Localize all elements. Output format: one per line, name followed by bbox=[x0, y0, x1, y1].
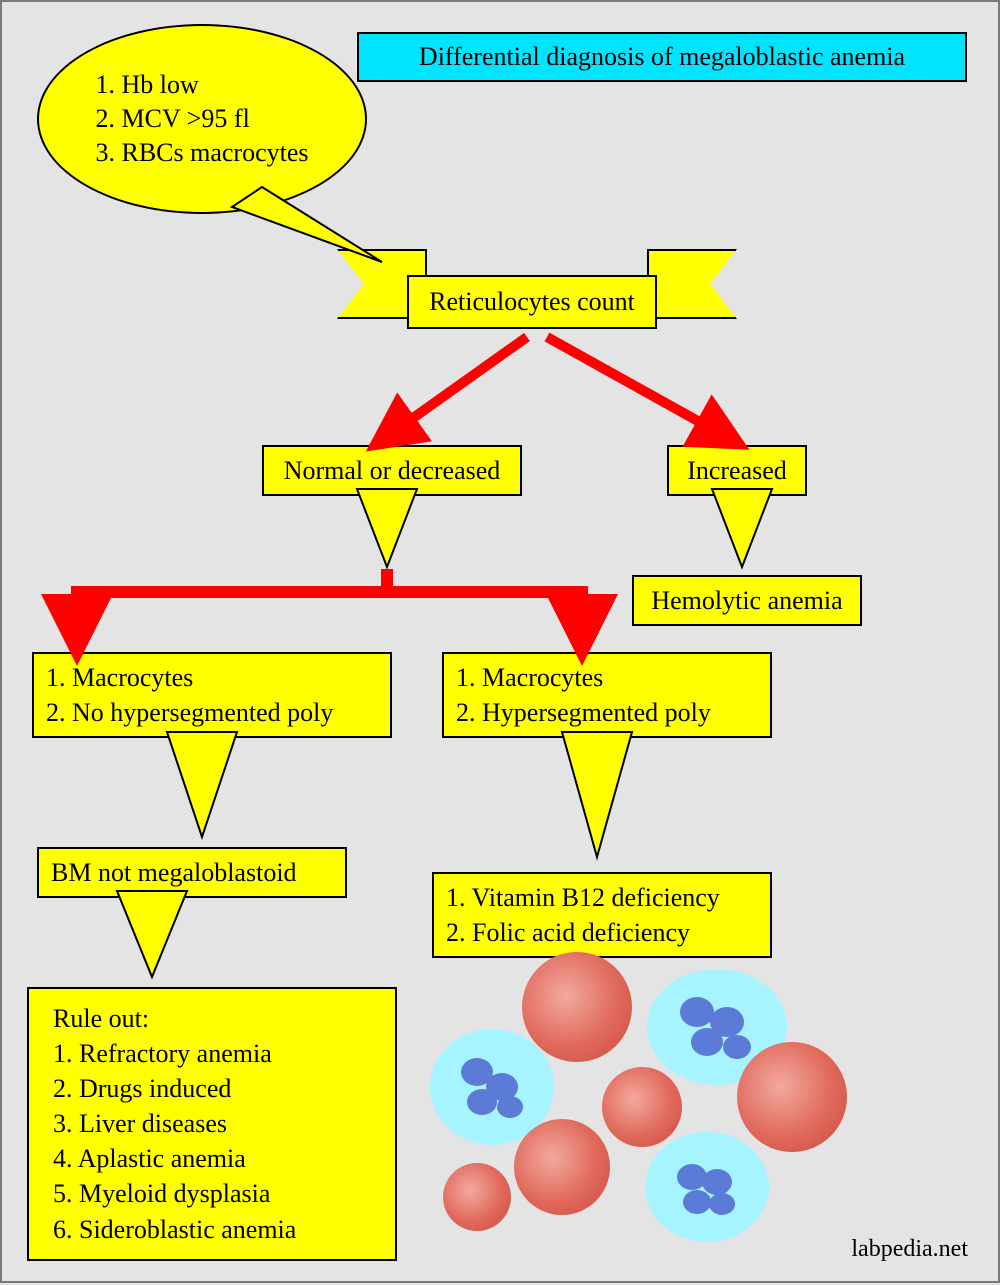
branch-right-text: Increased bbox=[687, 456, 787, 485]
branch-left-box: Normal or decreased bbox=[262, 445, 522, 496]
ruleout-box: Rule out: 1. Refractory anemia 2. Drugs … bbox=[27, 987, 397, 1261]
bm-box: BM not megaloblastoid bbox=[37, 847, 347, 898]
ruleout-l6: 6. Sideroblastic anemia bbox=[53, 1212, 377, 1247]
hemolytic-box: Hemolytic anemia bbox=[632, 575, 862, 626]
ruleout-l1: 1. Refractory anemia bbox=[53, 1036, 377, 1071]
criteria-l1: 1. Hb low bbox=[95, 68, 308, 102]
ruleout-l5: 5. Myeloid dysplasia bbox=[53, 1176, 377, 1211]
watermark: labpedia.net bbox=[851, 1236, 968, 1263]
ruleout-l3: 3. Liver diseases bbox=[53, 1106, 377, 1141]
root-text: Reticulocytes count bbox=[429, 287, 635, 316]
title-text: Differential diagnosis of megaloblastic … bbox=[419, 42, 905, 71]
path-a-box: 1. Macrocytes 2. No hypersegmented poly bbox=[32, 652, 392, 738]
ruleout-title: Rule out: bbox=[53, 1001, 377, 1036]
path-b-l2: 2. Hypersegmented poly bbox=[456, 695, 758, 730]
path-b-box: 1. Macrocytes 2. Hypersegmented poly bbox=[442, 652, 772, 738]
criteria-l2: 2. MCV >95 fl bbox=[95, 102, 308, 136]
ruleout-l4: 4. Aplastic anemia bbox=[53, 1141, 377, 1176]
criteria-ellipse: 1. Hb low 2. MCV >95 fl 3. RBCs macrocyt… bbox=[37, 24, 367, 214]
root-ribbon: Reticulocytes count bbox=[337, 247, 737, 337]
path-a-l2: 2. No hypersegmented poly bbox=[46, 695, 378, 730]
def-l2: 2. Folic acid deficiency bbox=[446, 915, 758, 950]
path-b-l1: 1. Macrocytes bbox=[456, 660, 758, 695]
criteria-l3: 3. RBCs macrocytes bbox=[95, 136, 308, 170]
blood-cells-illustration bbox=[430, 952, 847, 1242]
watermark-text: labpedia.net bbox=[851, 1236, 968, 1262]
def-l1: 1. Vitamin B12 deficiency bbox=[446, 880, 758, 915]
ribbon-tail-right bbox=[647, 249, 737, 319]
root-label: Reticulocytes count bbox=[407, 275, 657, 329]
branch-right-box: Increased bbox=[667, 445, 807, 496]
hemolytic-text: Hemolytic anemia bbox=[651, 586, 842, 615]
deficiency-box: 1. Vitamin B12 deficiency 2. Folic acid … bbox=[432, 872, 772, 958]
criteria-text: 1. Hb low 2. MCV >95 fl 3. RBCs macrocyt… bbox=[95, 68, 308, 169]
ruleout-l2: 2. Drugs induced bbox=[53, 1071, 377, 1106]
bm-text: BM not megaloblastoid bbox=[51, 858, 297, 887]
branch-left-text: Normal or decreased bbox=[284, 456, 501, 485]
title-box: Differential diagnosis of megaloblastic … bbox=[357, 32, 967, 82]
path-a-l1: 1. Macrocytes bbox=[46, 660, 378, 695]
